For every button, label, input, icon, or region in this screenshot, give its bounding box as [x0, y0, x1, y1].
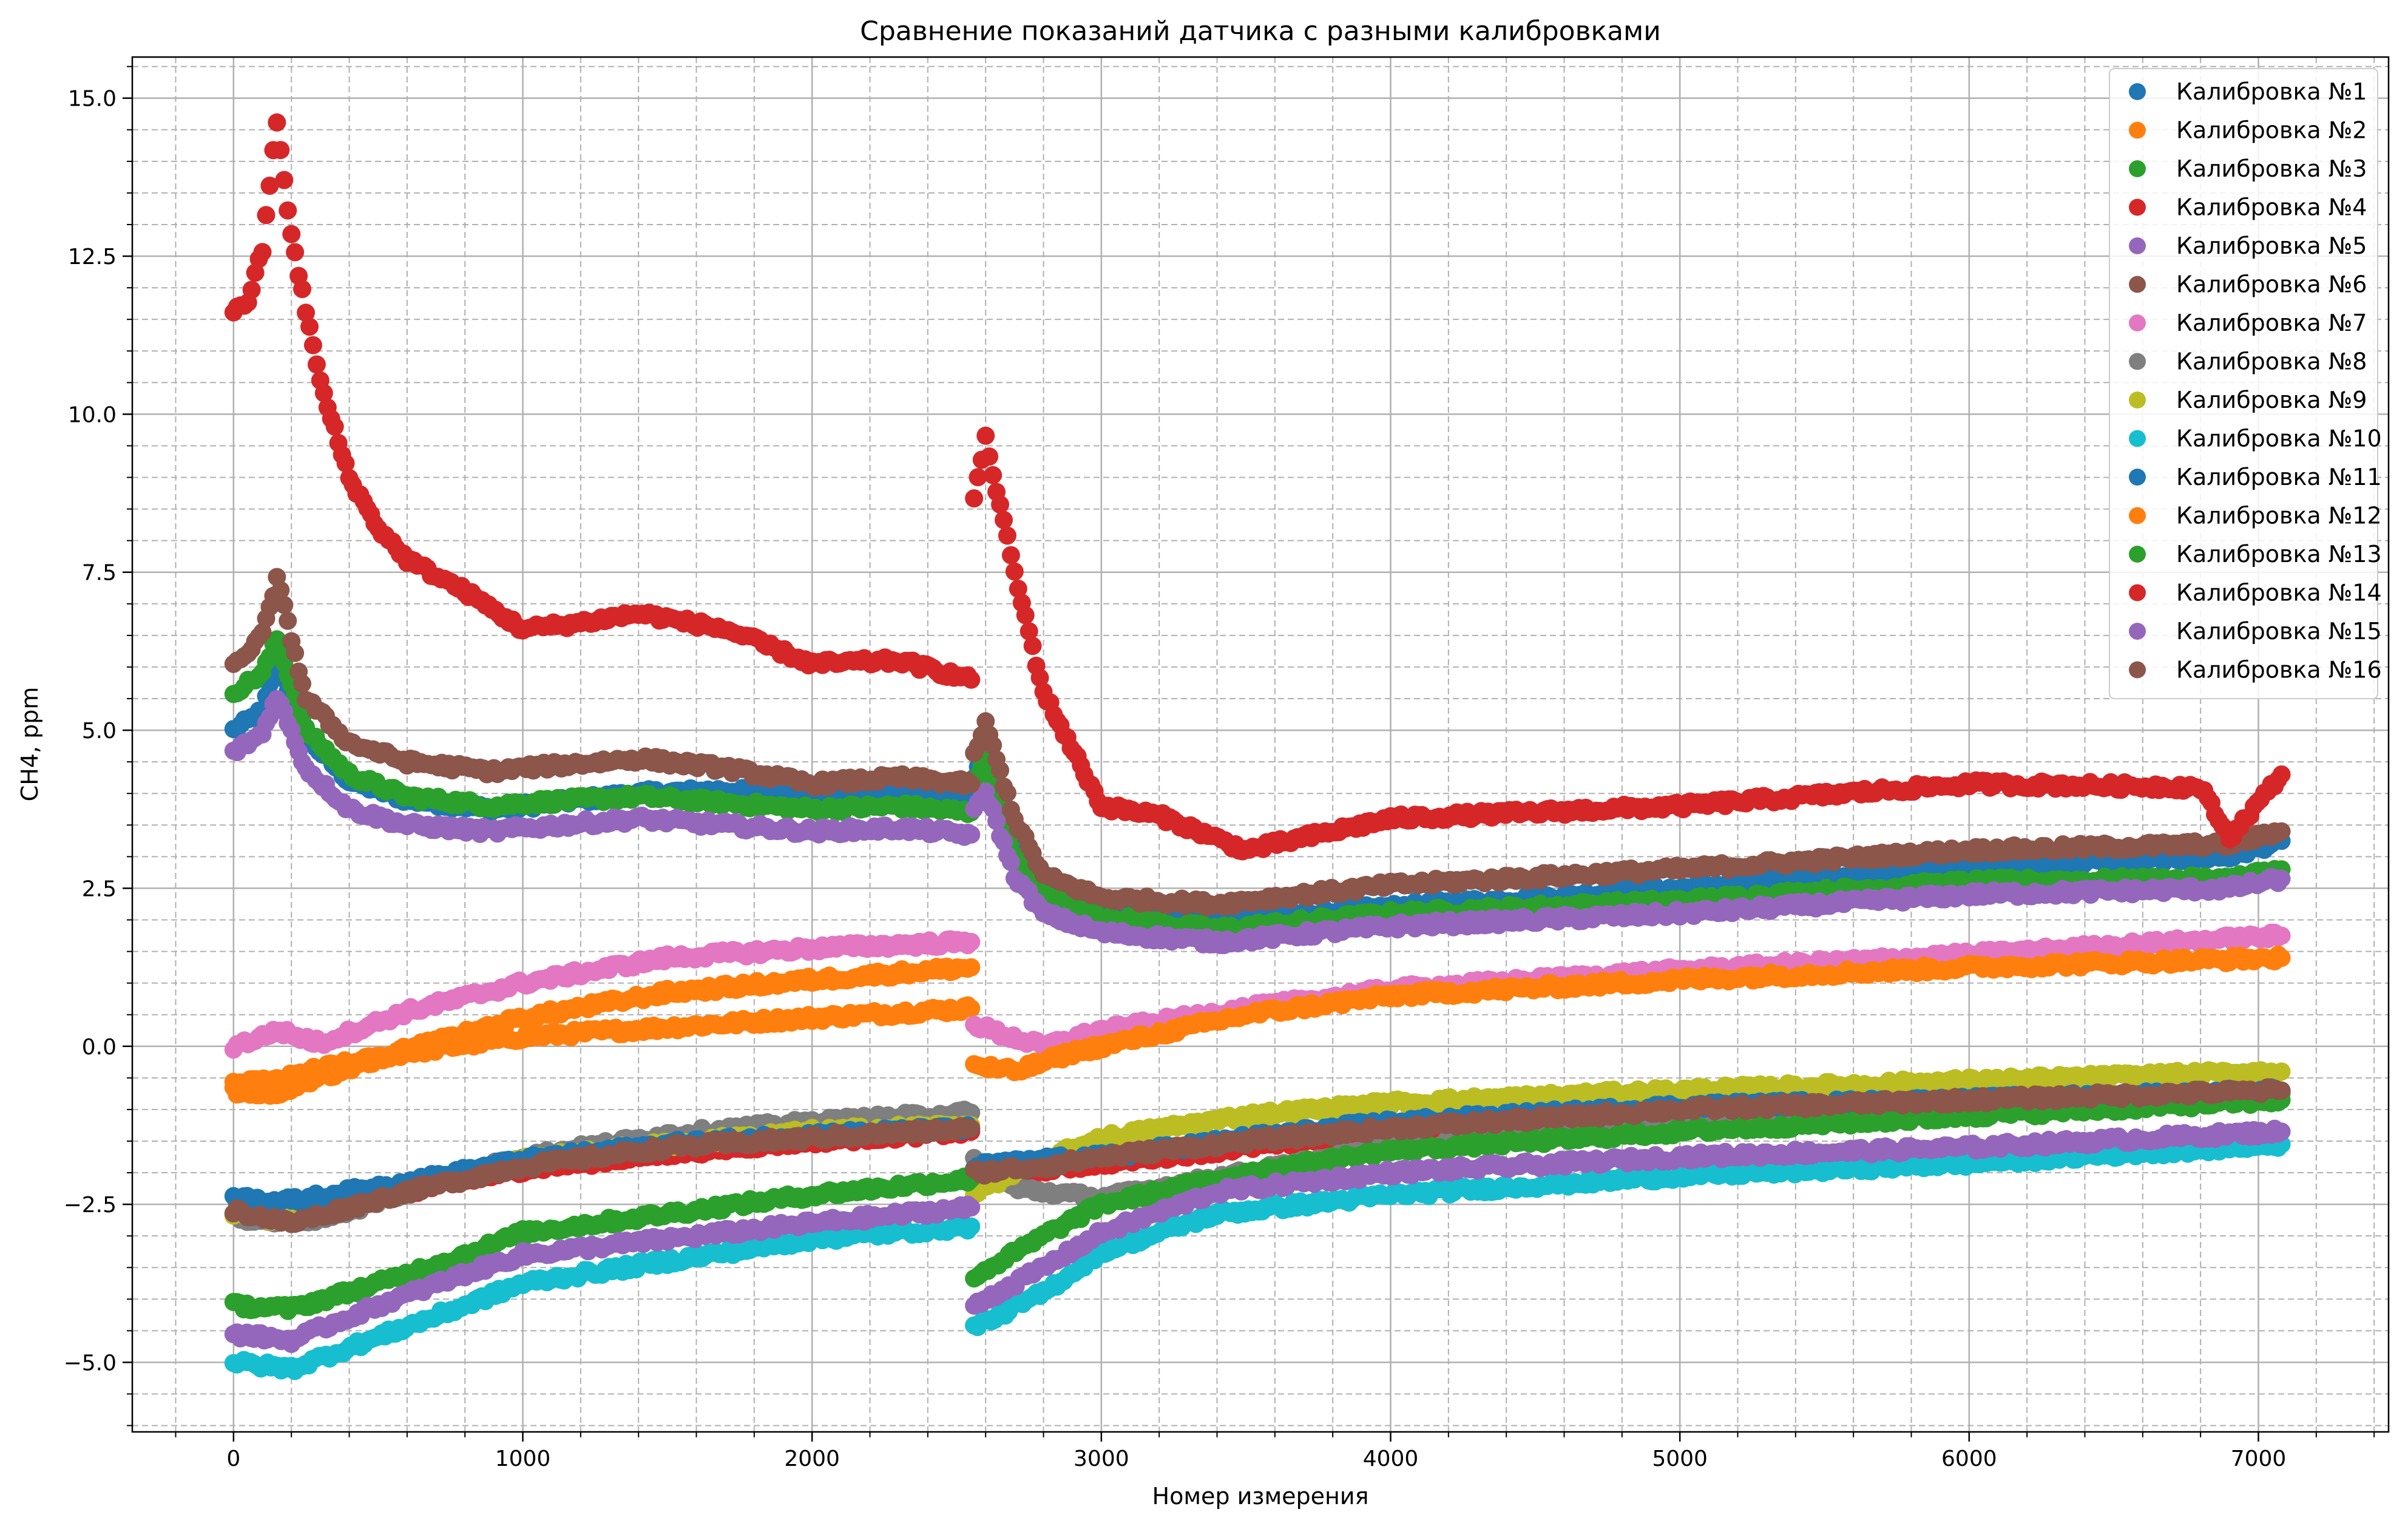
data-point: [2272, 822, 2291, 841]
data-point: [998, 784, 1016, 802]
data-point: [995, 832, 1013, 851]
data-point: [962, 775, 981, 793]
data-point: [293, 674, 311, 693]
grid-layer: [132, 57, 2389, 1432]
data-point: [286, 643, 305, 662]
data-point: [279, 611, 297, 630]
data-point: [2272, 869, 2291, 888]
data-point: [987, 812, 1006, 830]
data-layer: [224, 113, 2291, 1380]
data-point: [991, 761, 1009, 779]
data-point: [962, 825, 981, 844]
series-5: [224, 690, 2291, 954]
data-point: [962, 999, 981, 1018]
data-point: [2272, 926, 2291, 945]
data-point: [275, 595, 294, 614]
data-point: [962, 932, 981, 951]
data-point: [1001, 853, 1020, 872]
